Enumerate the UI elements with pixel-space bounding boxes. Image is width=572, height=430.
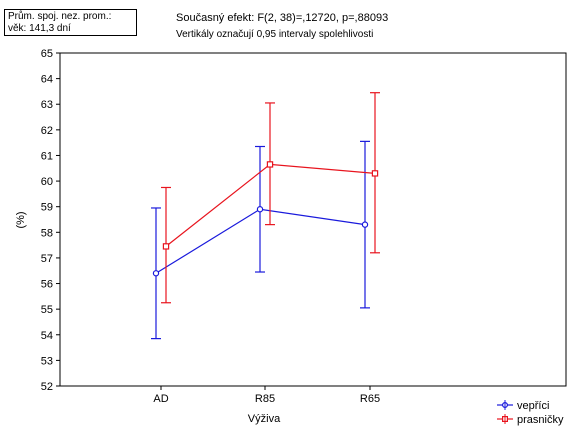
- y-tick-label: 58: [41, 227, 53, 239]
- covariate-line-1: Prům. spoj. nez. prom.:: [8, 11, 112, 22]
- y-axis-label: (%): [15, 211, 27, 228]
- data-point: [256, 206, 264, 213]
- y-tick-label: 57: [41, 253, 53, 265]
- series-1: [151, 140, 370, 340]
- plot-area: [59, 52, 567, 387]
- legend: vepříci prasničky: [497, 400, 564, 426]
- y-tick-label: 54: [41, 330, 53, 342]
- series-layer: [151, 92, 380, 340]
- legend-label: vepříci: [517, 400, 549, 412]
- x-axis: AD R85 R65: [153, 386, 380, 405]
- y-tick-label: 55: [41, 304, 53, 316]
- x-tick-label: AD: [153, 393, 168, 405]
- data-point: [152, 270, 160, 277]
- covariate-means-box: Prům. spoj. nez. prom.: věk: 141,3 dní: [4, 9, 137, 36]
- y-tick-label: 53: [41, 355, 53, 367]
- data-point: [162, 243, 170, 250]
- y-tick-label: 64: [41, 74, 53, 86]
- y-axis: 52 53 54 55 56 57 58 59 60 61 62 63 64 65: [41, 48, 60, 393]
- chart-title: Současný efekt: F(2, 38)=,12720, p=,8809…: [176, 12, 389, 24]
- y-tick-label: 63: [41, 99, 53, 111]
- legend-label: prasničky: [517, 414, 564, 426]
- y-tick-label: 61: [41, 150, 53, 162]
- y-tick-label: 59: [41, 202, 53, 214]
- y-tick-label: 52: [41, 381, 53, 393]
- y-tick-label: 62: [41, 125, 53, 137]
- x-tick-label: R85: [255, 393, 275, 405]
- y-tick-label: 56: [41, 279, 53, 291]
- data-point: [266, 161, 274, 168]
- series-2: [161, 92, 380, 304]
- covariate-line-2: věk: 141,3 dní: [8, 23, 71, 34]
- data-point: [371, 170, 379, 177]
- y-tick-label: 60: [41, 176, 53, 188]
- chart-subtitle: Vertikály označují 0,95 intervaly spoleh…: [176, 29, 374, 40]
- y-tick-label: 65: [41, 48, 53, 60]
- x-tick-label: R65: [360, 393, 380, 405]
- data-point: [361, 221, 369, 228]
- x-axis-label: Výživa: [248, 413, 281, 425]
